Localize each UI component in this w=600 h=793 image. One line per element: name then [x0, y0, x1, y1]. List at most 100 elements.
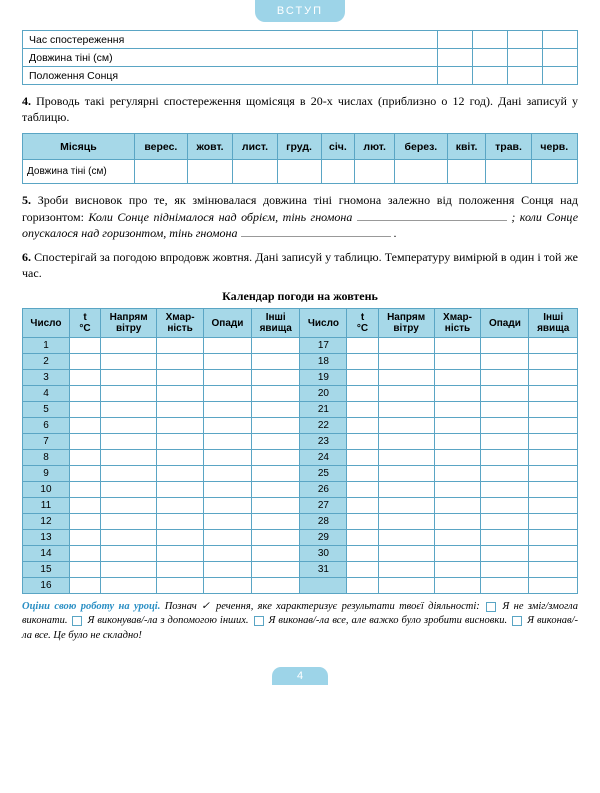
weather-cell[interactable]	[251, 578, 299, 594]
weather-cell[interactable]	[347, 530, 378, 546]
weather-cell[interactable]	[157, 450, 204, 466]
weather-cell[interactable]	[347, 338, 378, 354]
weather-cell[interactable]	[481, 466, 529, 482]
weather-cell[interactable]	[251, 370, 299, 386]
weather-cell[interactable]	[481, 386, 529, 402]
weather-cell[interactable]	[101, 546, 157, 562]
checkbox-3[interactable]	[254, 616, 264, 626]
weather-cell[interactable]	[347, 466, 378, 482]
table-cell[interactable]	[277, 160, 321, 184]
weather-cell[interactable]	[203, 530, 251, 546]
weather-cell[interactable]	[529, 466, 578, 482]
table-cell[interactable]	[355, 160, 395, 184]
weather-cell[interactable]	[203, 546, 251, 562]
weather-cell[interactable]	[203, 370, 251, 386]
weather-cell[interactable]	[529, 386, 578, 402]
weather-cell[interactable]	[529, 546, 578, 562]
weather-cell[interactable]	[157, 546, 204, 562]
weather-cell[interactable]	[157, 578, 204, 594]
weather-cell[interactable]	[157, 482, 204, 498]
weather-cell[interactable]	[347, 354, 378, 370]
weather-cell[interactable]	[69, 418, 100, 434]
weather-cell[interactable]	[481, 562, 529, 578]
weather-cell[interactable]	[101, 434, 157, 450]
weather-cell[interactable]	[203, 354, 251, 370]
weather-cell[interactable]	[529, 370, 578, 386]
weather-cell[interactable]	[378, 498, 434, 514]
weather-cell[interactable]	[481, 514, 529, 530]
weather-cell[interactable]	[434, 418, 481, 434]
table-cell[interactable]	[542, 49, 577, 67]
weather-cell[interactable]	[251, 514, 299, 530]
weather-cell[interactable]	[347, 482, 378, 498]
table-cell[interactable]	[542, 67, 577, 85]
checkbox-1[interactable]	[486, 602, 496, 612]
weather-cell[interactable]	[347, 546, 378, 562]
weather-cell[interactable]	[529, 434, 578, 450]
weather-cell[interactable]	[251, 466, 299, 482]
weather-cell[interactable]	[69, 546, 100, 562]
weather-cell[interactable]	[434, 338, 481, 354]
weather-cell[interactable]	[434, 450, 481, 466]
weather-cell[interactable]	[101, 402, 157, 418]
weather-cell[interactable]	[69, 514, 100, 530]
weather-cell[interactable]	[251, 338, 299, 354]
weather-cell[interactable]	[203, 482, 251, 498]
blank-line-2[interactable]	[241, 236, 391, 237]
weather-cell[interactable]	[434, 562, 481, 578]
weather-cell[interactable]	[481, 370, 529, 386]
weather-cell[interactable]	[203, 418, 251, 434]
weather-cell[interactable]	[251, 482, 299, 498]
table-cell[interactable]	[472, 49, 507, 67]
table-cell[interactable]	[233, 160, 277, 184]
weather-cell[interactable]	[481, 338, 529, 354]
weather-cell[interactable]	[347, 418, 378, 434]
weather-cell[interactable]	[69, 338, 100, 354]
table-cell[interactable]	[187, 160, 232, 184]
weather-cell[interactable]	[101, 530, 157, 546]
weather-cell[interactable]	[251, 386, 299, 402]
weather-cell[interactable]	[378, 466, 434, 482]
weather-cell[interactable]	[203, 578, 251, 594]
table-cell[interactable]	[472, 31, 507, 49]
weather-cell[interactable]	[434, 466, 481, 482]
table-cell[interactable]	[486, 160, 531, 184]
checkbox-4[interactable]	[512, 616, 522, 626]
weather-cell[interactable]	[203, 450, 251, 466]
weather-cell[interactable]	[434, 370, 481, 386]
weather-cell[interactable]	[347, 562, 378, 578]
weather-cell[interactable]	[157, 370, 204, 386]
weather-cell[interactable]	[251, 450, 299, 466]
weather-cell[interactable]	[347, 402, 378, 418]
table-cell[interactable]	[437, 67, 472, 85]
weather-cell[interactable]	[529, 562, 578, 578]
weather-cell[interactable]	[101, 498, 157, 514]
weather-cell[interactable]	[157, 530, 204, 546]
weather-cell[interactable]	[69, 578, 100, 594]
weather-cell[interactable]	[101, 354, 157, 370]
table-cell[interactable]	[507, 31, 542, 49]
weather-cell[interactable]	[69, 434, 100, 450]
blank-line-1[interactable]	[357, 220, 507, 221]
table-cell[interactable]	[542, 31, 577, 49]
weather-cell[interactable]	[347, 514, 378, 530]
weather-cell[interactable]	[157, 354, 204, 370]
weather-cell[interactable]	[251, 402, 299, 418]
weather-cell[interactable]	[251, 418, 299, 434]
table-cell[interactable]	[531, 160, 577, 184]
weather-cell[interactable]	[69, 466, 100, 482]
table-cell[interactable]	[437, 49, 472, 67]
weather-cell[interactable]	[101, 482, 157, 498]
weather-cell[interactable]	[529, 418, 578, 434]
weather-cell[interactable]	[378, 370, 434, 386]
weather-cell[interactable]	[529, 530, 578, 546]
weather-cell[interactable]	[378, 418, 434, 434]
weather-cell[interactable]	[157, 514, 204, 530]
weather-cell[interactable]	[157, 498, 204, 514]
weather-cell[interactable]	[434, 482, 481, 498]
checkbox-2[interactable]	[72, 616, 82, 626]
weather-cell[interactable]	[101, 386, 157, 402]
weather-cell[interactable]	[203, 498, 251, 514]
weather-cell[interactable]	[434, 498, 481, 514]
weather-cell[interactable]	[378, 450, 434, 466]
